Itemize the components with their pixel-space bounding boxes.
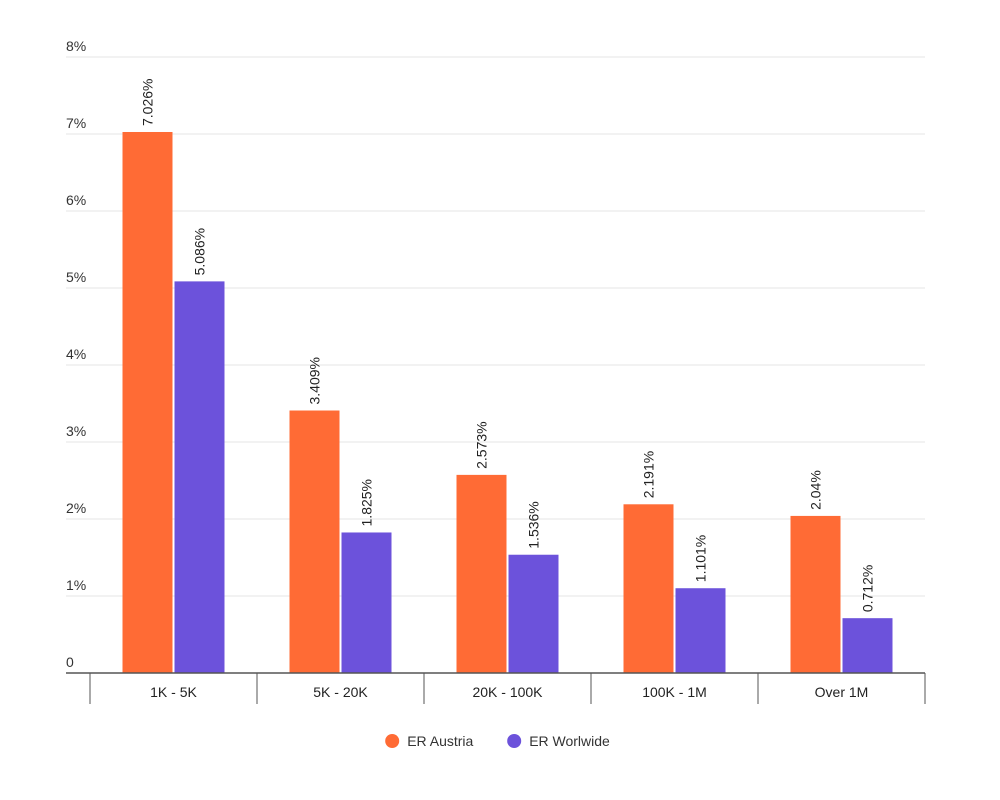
y-tick-label: 3% — [66, 423, 86, 439]
y-tick-label: 4% — [66, 346, 86, 362]
bar-er-austria — [456, 474, 507, 673]
data-label: 7.026% — [140, 79, 156, 126]
data-label: 5.086% — [192, 228, 208, 275]
bar-er-austria — [623, 504, 674, 673]
data-labels: 7.026% 5.086% 3.409% 1.825% 2.573% 1.536% 2.19… — [140, 79, 876, 613]
legend-label: ER Worlwide — [529, 733, 610, 749]
y-tick-label: 7% — [66, 115, 86, 131]
y-tick-label: 8% — [66, 38, 86, 54]
bar-er-austria — [289, 410, 340, 673]
data-label: 3.409% — [307, 357, 323, 404]
data-label: 0.712% — [860, 565, 876, 612]
bars — [122, 131, 893, 674]
legend-marker — [385, 734, 400, 748]
data-label: 2.04% — [808, 470, 824, 510]
x-tick-label: 20K - 100K — [472, 684, 543, 700]
bar-er-worlwide — [842, 618, 893, 673]
bar-er-worlwide — [341, 532, 392, 673]
bar-er-austria — [122, 131, 173, 674]
data-label: 2.191% — [641, 451, 657, 498]
data-label: 1.101% — [693, 535, 709, 582]
legend: ER Austria ER Worlwide — [385, 733, 610, 749]
bar-er-worlwide — [675, 588, 726, 673]
y-tick-label: 1% — [66, 577, 86, 593]
x-tick-label: 100K - 1M — [642, 684, 707, 700]
data-label: 2.573% — [474, 421, 490, 468]
x-axis: 1K - 5K 5K - 20K 20K - 100K 100K - 1M Over 1… — [66, 672, 926, 704]
y-tick-label: 0 — [66, 654, 74, 670]
data-label: 1.536% — [526, 501, 542, 548]
y-axis-ticks: 0 1% 2% 3% 4% 5% 6% 7% 8% — [66, 38, 86, 670]
data-label: 1.825% — [359, 479, 375, 526]
bar-er-worlwide — [508, 554, 559, 673]
x-tick-label: 5K - 20K — [313, 684, 368, 700]
x-tick-label: 1K - 5K — [150, 684, 197, 700]
legend-marker — [507, 734, 522, 748]
bar-er-austria — [790, 515, 841, 673]
y-tick-label: 5% — [66, 269, 86, 285]
legend-label: ER Austria — [407, 733, 473, 749]
y-tick-label: 6% — [66, 192, 86, 208]
y-tick-label: 2% — [66, 500, 86, 516]
bar-er-worlwide — [174, 281, 225, 673]
x-tick-label: Over 1M — [815, 684, 869, 700]
